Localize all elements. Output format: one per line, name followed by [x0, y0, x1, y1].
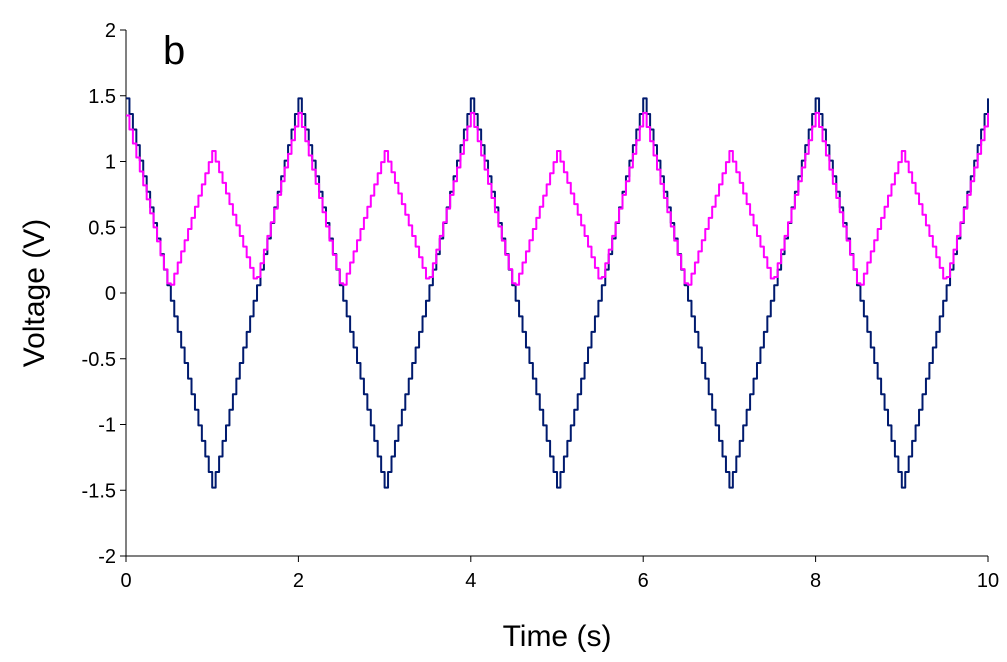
y-tick-label: -2: [98, 546, 116, 568]
x-tick-label: 8: [810, 570, 821, 592]
x-tick-label: 6: [638, 570, 649, 592]
panel-label: b: [163, 29, 185, 73]
x-tick-label: 0: [120, 570, 131, 592]
y-tick-label: 1: [105, 152, 116, 174]
x-tick-label: 4: [465, 570, 476, 592]
y-tick-label: 2: [105, 20, 116, 42]
y-tick-label: -1.5: [82, 480, 116, 502]
x-tick-label: 10: [977, 570, 999, 592]
series-group: [126, 97, 989, 489]
x-tick-label: 2: [293, 570, 304, 592]
y-tick-label: 1.5: [88, 86, 116, 108]
x-axis-title: Time (s): [503, 620, 612, 653]
y-tick-label: -1: [98, 415, 116, 437]
ticks: -2 -1.5 -1 -0.5 0 0.5 1 1.5 2 0 2 4 6 8 10: [82, 20, 1000, 592]
y-tick-label: -0.5: [82, 349, 116, 371]
y-axis-title: Voltage (V): [18, 219, 51, 367]
y-tick-label: 0: [105, 283, 116, 305]
series-line-2: [126, 111, 989, 286]
y-tick-label: 0.5: [88, 217, 116, 239]
